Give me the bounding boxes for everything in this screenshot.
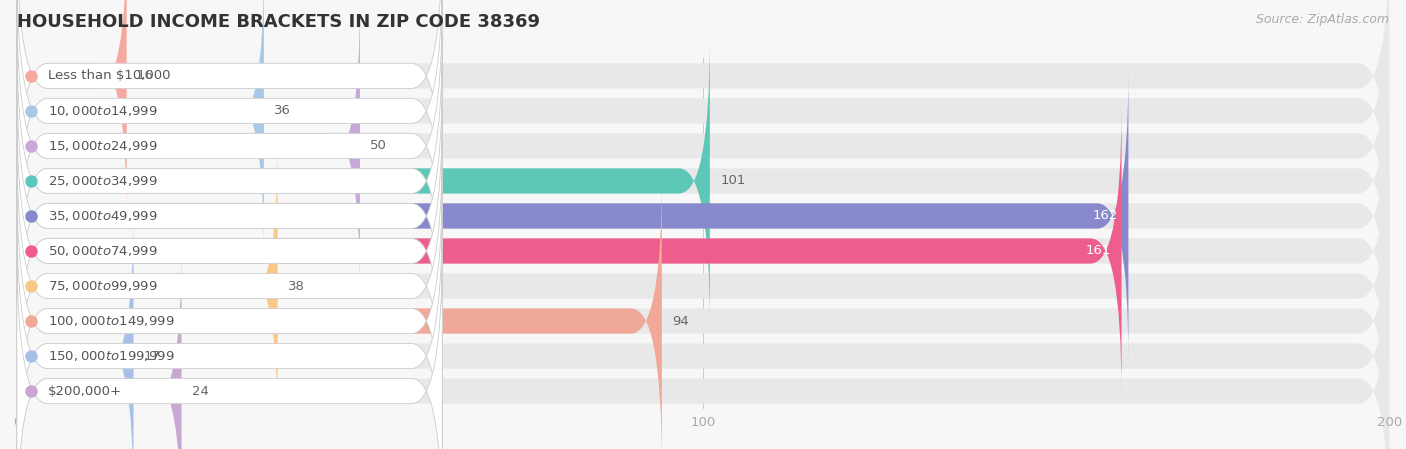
FancyBboxPatch shape xyxy=(17,141,1389,431)
FancyBboxPatch shape xyxy=(17,71,1129,361)
Text: $50,000 to $74,999: $50,000 to $74,999 xyxy=(48,244,157,258)
FancyBboxPatch shape xyxy=(17,0,264,256)
FancyBboxPatch shape xyxy=(17,141,443,431)
FancyBboxPatch shape xyxy=(17,141,277,431)
Text: 161: 161 xyxy=(1085,245,1111,257)
FancyBboxPatch shape xyxy=(17,36,1389,326)
FancyBboxPatch shape xyxy=(17,36,443,326)
Text: 50: 50 xyxy=(370,140,387,152)
Text: 101: 101 xyxy=(720,175,745,187)
FancyBboxPatch shape xyxy=(17,246,443,449)
Text: $150,000 to $199,999: $150,000 to $199,999 xyxy=(48,349,174,363)
FancyBboxPatch shape xyxy=(17,0,127,221)
FancyBboxPatch shape xyxy=(17,1,1389,291)
Text: $10,000 to $14,999: $10,000 to $14,999 xyxy=(48,104,157,118)
FancyBboxPatch shape xyxy=(17,0,443,221)
Text: Less than $10,000: Less than $10,000 xyxy=(48,70,170,82)
FancyBboxPatch shape xyxy=(17,71,1389,361)
FancyBboxPatch shape xyxy=(17,1,360,291)
FancyBboxPatch shape xyxy=(17,106,443,396)
Text: 16: 16 xyxy=(136,70,153,82)
FancyBboxPatch shape xyxy=(17,36,710,326)
FancyBboxPatch shape xyxy=(17,0,443,256)
FancyBboxPatch shape xyxy=(17,71,443,361)
Text: HOUSEHOLD INCOME BRACKETS IN ZIP CODE 38369: HOUSEHOLD INCOME BRACKETS IN ZIP CODE 38… xyxy=(17,13,540,31)
FancyBboxPatch shape xyxy=(17,106,1122,396)
Text: Source: ZipAtlas.com: Source: ZipAtlas.com xyxy=(1256,13,1389,26)
FancyBboxPatch shape xyxy=(17,176,1389,449)
FancyBboxPatch shape xyxy=(17,0,1389,221)
FancyBboxPatch shape xyxy=(17,246,1389,449)
Text: 24: 24 xyxy=(191,385,208,397)
FancyBboxPatch shape xyxy=(17,246,181,449)
Text: 94: 94 xyxy=(672,315,689,327)
FancyBboxPatch shape xyxy=(17,1,443,291)
FancyBboxPatch shape xyxy=(17,0,1389,256)
Text: 162: 162 xyxy=(1092,210,1118,222)
Text: 36: 36 xyxy=(274,105,291,117)
Text: $75,000 to $99,999: $75,000 to $99,999 xyxy=(48,279,157,293)
Text: $25,000 to $34,999: $25,000 to $34,999 xyxy=(48,174,157,188)
Text: $15,000 to $24,999: $15,000 to $24,999 xyxy=(48,139,157,153)
Text: $100,000 to $149,999: $100,000 to $149,999 xyxy=(48,314,174,328)
FancyBboxPatch shape xyxy=(17,106,1389,396)
FancyBboxPatch shape xyxy=(17,211,1389,449)
FancyBboxPatch shape xyxy=(17,176,662,449)
FancyBboxPatch shape xyxy=(17,176,443,449)
FancyBboxPatch shape xyxy=(17,211,134,449)
Text: $200,000+: $200,000+ xyxy=(48,385,122,397)
FancyBboxPatch shape xyxy=(17,211,443,449)
Text: 17: 17 xyxy=(143,350,160,362)
Text: $35,000 to $49,999: $35,000 to $49,999 xyxy=(48,209,157,223)
Text: 38: 38 xyxy=(288,280,305,292)
